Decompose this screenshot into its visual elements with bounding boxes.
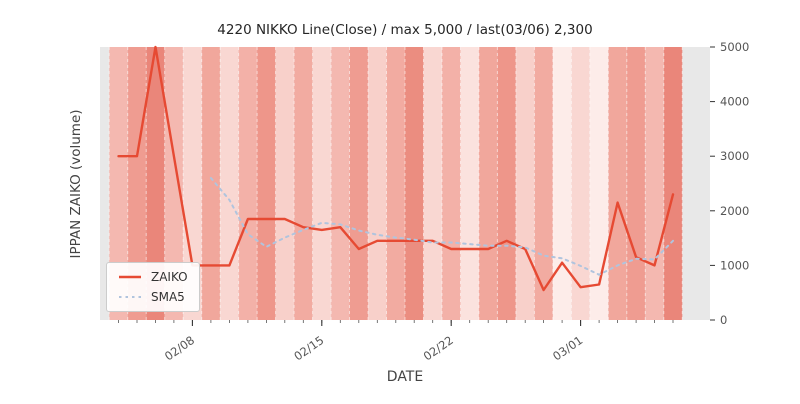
day-band <box>220 47 239 320</box>
sma5-line-swatch <box>119 296 141 298</box>
y-tick-label: 2000 <box>720 204 749 218</box>
day-band <box>183 47 202 320</box>
day-band <box>201 47 221 320</box>
y-tick-label: 4000 <box>720 95 749 109</box>
day-band <box>608 47 627 320</box>
x-tick-label: 03/01 <box>550 333 585 363</box>
x-tick-label: 02/15 <box>291 333 326 363</box>
day-band <box>626 47 646 320</box>
chart-title: 4220 NIKKO Line(Close) / max 5,000 / las… <box>217 22 592 38</box>
legend: ZAIKO SMA5 <box>106 262 200 312</box>
day-band <box>368 47 387 320</box>
x-tick-label: 02/22 <box>421 333 456 363</box>
y-axis-label: IPPAN ZAIKO (volume) <box>68 109 84 258</box>
zaiko-line-swatch <box>119 275 141 279</box>
day-band <box>497 47 516 320</box>
day-band <box>238 47 258 320</box>
day-band <box>478 47 498 320</box>
day-band <box>571 47 590 320</box>
day-band <box>349 47 368 320</box>
day-band <box>127 47 147 320</box>
day-band <box>257 47 276 320</box>
day-band <box>164 47 184 320</box>
day-band <box>552 47 572 320</box>
day-band <box>663 47 683 320</box>
y-tick-label: 0 <box>720 313 727 327</box>
day-band <box>294 47 313 320</box>
y-tick-label: 3000 <box>720 149 749 163</box>
x-tick-label: 02/08 <box>162 333 197 363</box>
day-band <box>275 47 295 320</box>
x-axis-label: DATE <box>387 369 423 385</box>
day-band <box>442 47 461 320</box>
day-band <box>386 47 405 320</box>
day-band <box>645 47 664 320</box>
zaiko-line <box>117 45 675 292</box>
day-band <box>460 47 479 320</box>
day-band <box>109 47 128 320</box>
sma5-line <box>209 177 674 276</box>
day-band <box>589 47 609 320</box>
legend-item-sma5: SMA5 <box>118 290 188 304</box>
day-band <box>146 47 165 320</box>
day-band <box>312 47 332 320</box>
legend-label-sma5: SMA5 <box>151 290 185 304</box>
day-band <box>515 47 535 320</box>
y-tick-label: 1000 <box>720 258 749 272</box>
day-band <box>405 47 424 320</box>
day-band <box>423 47 442 320</box>
day-band <box>331 47 350 320</box>
day-band <box>534 47 553 320</box>
legend-item-zaiko: ZAIKO <box>118 270 188 284</box>
legend-label-zaiko: ZAIKO <box>151 270 188 284</box>
y-tick-label: 5000 <box>720 40 749 54</box>
